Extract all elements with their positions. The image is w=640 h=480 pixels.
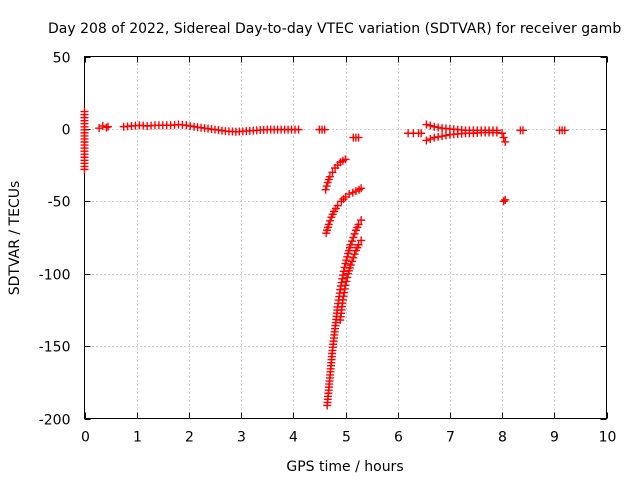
data-point [342, 277, 351, 286]
y-tick-label: -100 [39, 268, 71, 284]
y-tick-label: 50 [53, 51, 71, 67]
data-point [98, 122, 107, 131]
data-point [326, 216, 335, 225]
data-point [426, 135, 435, 144]
data-point [348, 237, 357, 246]
data-point [346, 240, 355, 249]
data-point [341, 259, 350, 268]
y-tick-label: -200 [39, 413, 71, 429]
data-point [434, 123, 443, 132]
data-point [343, 273, 352, 282]
data-point [499, 197, 508, 206]
x-tick-labels: 0 1 2 3 4 5 6 7 8 9 10 [81, 430, 616, 446]
data-point [80, 165, 89, 174]
data-point [492, 128, 501, 137]
data-point [438, 132, 447, 141]
data-point [324, 220, 333, 229]
data-point [294, 125, 303, 134]
data-point [354, 133, 363, 142]
data-point [422, 120, 431, 129]
x-tick-label: 10 [599, 430, 617, 446]
data-point [518, 126, 527, 135]
data-point [354, 220, 363, 229]
y-tick-label: -50 [48, 195, 71, 211]
data-point [426, 121, 435, 130]
x-tick-label: 1 [133, 430, 142, 446]
x-tick-label: 6 [394, 430, 403, 446]
data-point [422, 136, 431, 145]
data-point [357, 184, 366, 193]
data-point [434, 132, 443, 141]
data-point [560, 126, 569, 135]
x-tick-label: 8 [498, 430, 507, 446]
data-point [341, 155, 350, 164]
data-point [357, 236, 366, 245]
data-point [348, 257, 357, 266]
axis-ticks [84, 56, 608, 420]
x-tick-label: 9 [550, 430, 559, 446]
grid-lines [84, 56, 607, 419]
data-point [102, 123, 111, 132]
data-point [341, 281, 350, 290]
data-point [333, 201, 342, 210]
data-point [338, 271, 347, 280]
x-tick-label: 0 [81, 430, 90, 446]
data-point [321, 185, 330, 194]
x-tick-label: 3 [237, 430, 246, 446]
x-axis-label: GPS time / hours [286, 459, 403, 475]
data-point [357, 216, 366, 225]
data-point [349, 233, 358, 242]
x-tick-label: 7 [446, 430, 455, 446]
data-point [345, 190, 354, 199]
x-tick-label: 4 [289, 430, 298, 446]
x-tick-label: 2 [185, 430, 194, 446]
data-point [441, 131, 450, 140]
data-point [350, 229, 359, 238]
data-point [325, 172, 334, 181]
data-point [320, 125, 329, 134]
data-point [346, 261, 355, 270]
chart-title: Day 208 of 2022, Sidereal Day-to-day VTE… [48, 21, 621, 37]
data-points [80, 107, 569, 410]
data-point [328, 168, 337, 177]
data-point [430, 133, 439, 142]
data-point [322, 182, 331, 191]
y-tick-label: -150 [39, 340, 71, 356]
data-point [182, 121, 191, 130]
data-point [417, 129, 426, 138]
y-axis-label: SDTVAR / TECUs [7, 181, 23, 296]
data-point [501, 195, 510, 204]
data-point [498, 129, 507, 138]
x-tick-label: 5 [342, 430, 351, 446]
y-tick-label: 0 [62, 123, 71, 139]
plot-frame [84, 56, 607, 419]
data-point [342, 256, 351, 265]
data-point [350, 250, 359, 259]
data-point [501, 137, 510, 146]
data-point [103, 122, 112, 131]
data-point [186, 122, 195, 131]
data-point [430, 122, 439, 131]
data-point [499, 133, 508, 142]
data-point [343, 252, 352, 261]
y-tick-labels: 50 0 -50 -100 -150 -200 [39, 51, 71, 429]
data-point [349, 253, 358, 262]
data-point [354, 240, 363, 249]
